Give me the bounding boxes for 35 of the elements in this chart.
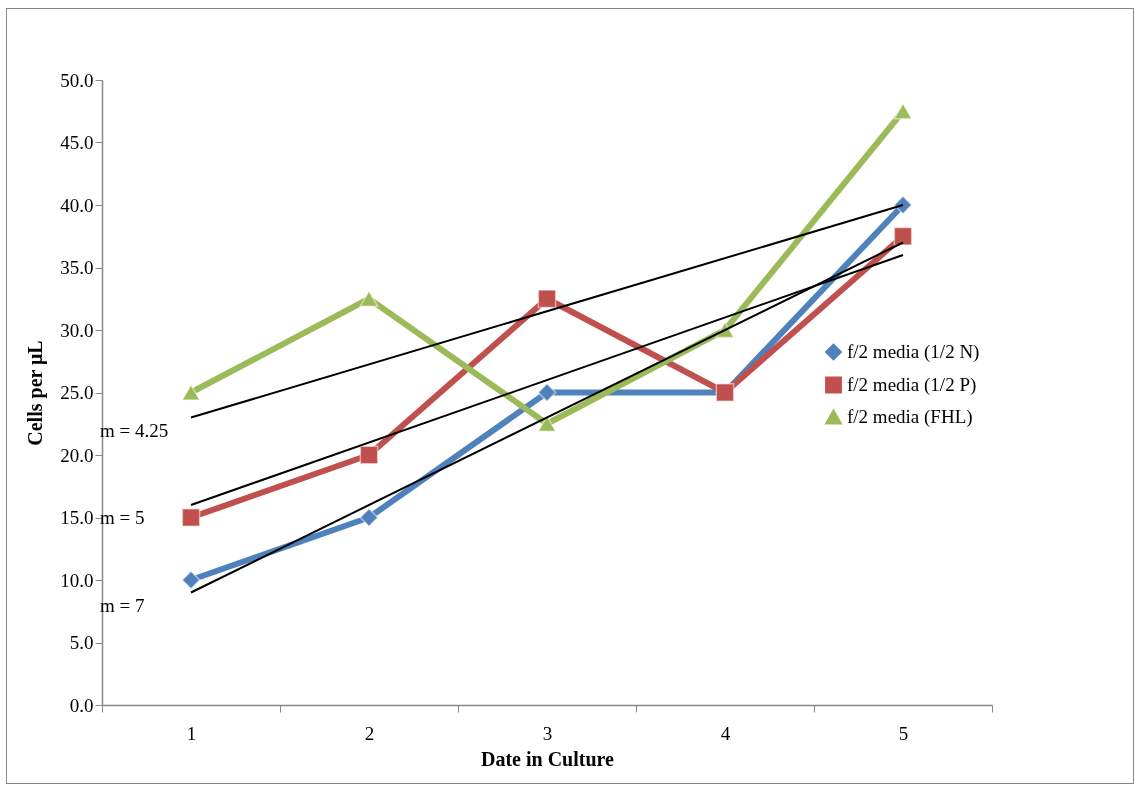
y-tick-label: 50.0 [60, 69, 94, 91]
y-tick-label: 30.0 [60, 319, 94, 341]
point [893, 226, 913, 246]
point [359, 508, 379, 527]
point [893, 103, 913, 120]
y-tick-label: 20.0 [60, 444, 94, 466]
legend-label: f/2 media (FHL) [847, 406, 973, 428]
point [537, 415, 557, 432]
point [537, 289, 557, 309]
point [359, 445, 379, 465]
legend-label: f/2 media (1/2 P) [847, 374, 977, 396]
y-tick-label: 25.0 [60, 382, 94, 403]
point [359, 290, 379, 307]
point [181, 508, 201, 527]
y-tick-label: 45.0 [60, 132, 94, 153]
y-tick-label: 15.0 [60, 507, 94, 528]
point [181, 570, 201, 590]
x-tick-label: 4 [720, 722, 731, 744]
x-tick-label: 3 [542, 722, 553, 744]
x-tick-label: 5 [898, 722, 909, 744]
x-axis-title: Date in Culture [481, 747, 615, 770]
legend-label: f/2 media (1/2 N) [847, 341, 980, 363]
y-tick-label: 0.0 [69, 694, 94, 716]
y-tick-label: 40.0 [60, 194, 94, 216]
x-tick-label: 2 [364, 722, 375, 744]
y-axis-title: Cells per μL [24, 340, 48, 446]
point [181, 384, 201, 401]
point [537, 383, 557, 402]
x-tick-label: 1 [186, 722, 197, 744]
y-tick-label: 35.0 [60, 257, 94, 278]
annotation: m = 5 [100, 507, 145, 528]
annotation: m = 7 [100, 594, 145, 616]
y-tick-label: 10.0 [60, 569, 94, 591]
annotation: m = 4.25 [100, 419, 169, 441]
y-tick-label: 5.0 [69, 632, 94, 653]
